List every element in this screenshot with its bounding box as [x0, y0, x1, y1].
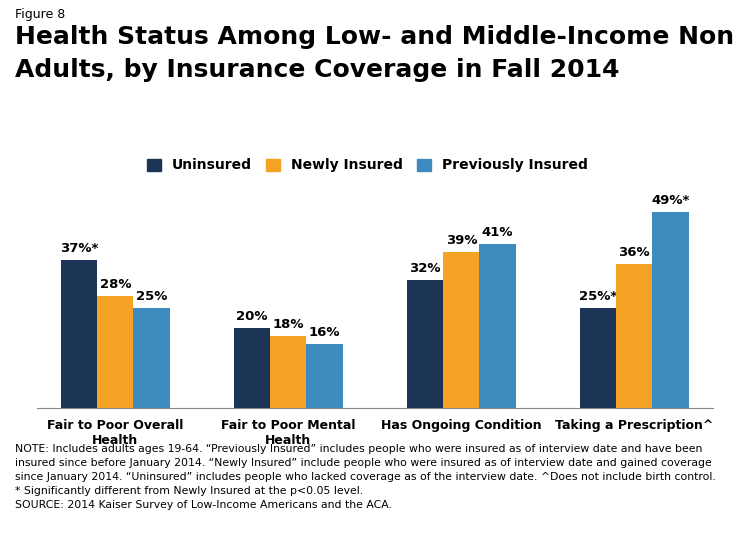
- Bar: [97, 296, 134, 408]
- Text: 18%: 18%: [273, 318, 304, 331]
- Bar: [134, 308, 170, 408]
- Legend: Uninsured, Newly Insured, Previously Insured: Uninsured, Newly Insured, Previously Ins…: [145, 156, 590, 175]
- Text: KAISER: KAISER: [648, 473, 705, 487]
- Text: 39%: 39%: [445, 234, 477, 247]
- Text: 16%: 16%: [309, 326, 340, 339]
- Text: 28%: 28%: [100, 278, 131, 291]
- Bar: [479, 244, 515, 408]
- Bar: [443, 252, 479, 408]
- Text: 32%: 32%: [409, 262, 441, 276]
- Text: Health Status Among Low- and Middle-Income Nonelderly: Health Status Among Low- and Middle-Inco…: [15, 25, 735, 49]
- Bar: [407, 280, 443, 408]
- Text: FAMILY: FAMILY: [649, 493, 703, 507]
- Bar: [270, 336, 306, 408]
- Text: 36%: 36%: [619, 246, 650, 260]
- Text: Figure 8: Figure 8: [15, 8, 65, 21]
- Text: THE HENRY J.: THE HENRY J.: [653, 460, 700, 465]
- Bar: [616, 264, 653, 408]
- Text: Adults, by Insurance Coverage in Fall 2014: Adults, by Insurance Coverage in Fall 20…: [15, 58, 619, 82]
- Text: NOTE: Includes adults ages 19-64. “Previously Insured” includes people who were : NOTE: Includes adults ages 19-64. “Previ…: [15, 444, 715, 510]
- Text: 37%*: 37%*: [60, 242, 98, 255]
- Bar: [653, 212, 689, 408]
- Text: 41%: 41%: [481, 226, 513, 239]
- Text: FOUNDATION: FOUNDATION: [653, 518, 700, 523]
- Text: 49%*: 49%*: [651, 195, 689, 207]
- Text: 25%*: 25%*: [579, 290, 617, 303]
- Text: 20%: 20%: [237, 310, 268, 323]
- Bar: [234, 328, 270, 408]
- Bar: [580, 308, 616, 408]
- Bar: [61, 260, 97, 408]
- Text: 25%: 25%: [136, 290, 168, 303]
- Bar: [306, 344, 343, 408]
